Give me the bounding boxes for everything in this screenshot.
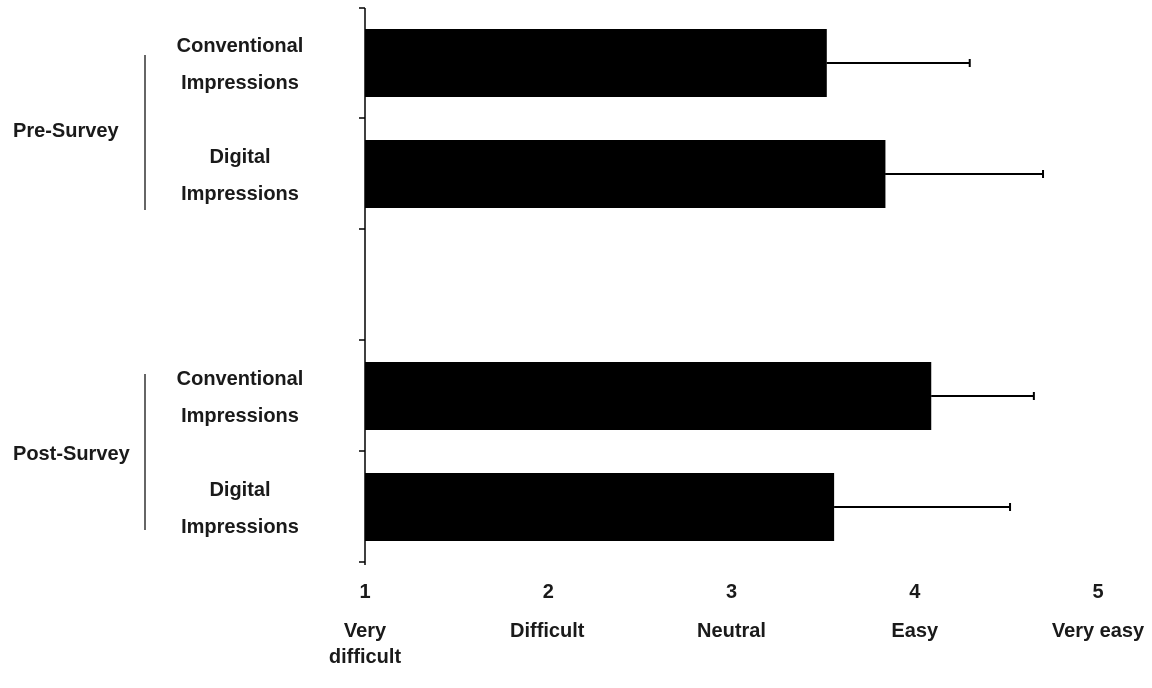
bar (365, 362, 932, 430)
x-tick-description: Neutral (697, 620, 766, 642)
x-tick-description: Difficult (510, 620, 585, 642)
axes (359, 7, 366, 565)
category-label: Conventional (177, 368, 304, 390)
labels: Conventional Impressions Digital Impression… (13, 35, 1145, 668)
bar (365, 473, 835, 541)
x-tick-label: 1 (359, 581, 370, 603)
category-label: Digital (209, 479, 270, 501)
x-tick-label: 3 (726, 581, 737, 603)
category-label: Impressions (181, 183, 299, 205)
x-tick-description: difficult (329, 646, 402, 668)
x-tick-label: 2 (543, 581, 554, 603)
bar (365, 29, 827, 97)
x-tick-description: Very easy (1052, 620, 1145, 642)
x-tick-description: Easy (891, 620, 939, 642)
bars (365, 29, 1045, 541)
group-label: Pre-Survey (13, 120, 119, 142)
category-label: Impressions (181, 516, 299, 538)
category-label: Conventional (177, 35, 304, 57)
x-tick-label: 4 (909, 581, 921, 603)
category-label: Impressions (181, 72, 299, 94)
group-label: Post-Survey (13, 443, 131, 465)
x-tick-label: 5 (1092, 581, 1103, 603)
x-tick-description: Very (344, 620, 387, 642)
category-label: Impressions (181, 405, 299, 427)
category-label: Digital (209, 146, 270, 168)
bar (365, 140, 886, 208)
